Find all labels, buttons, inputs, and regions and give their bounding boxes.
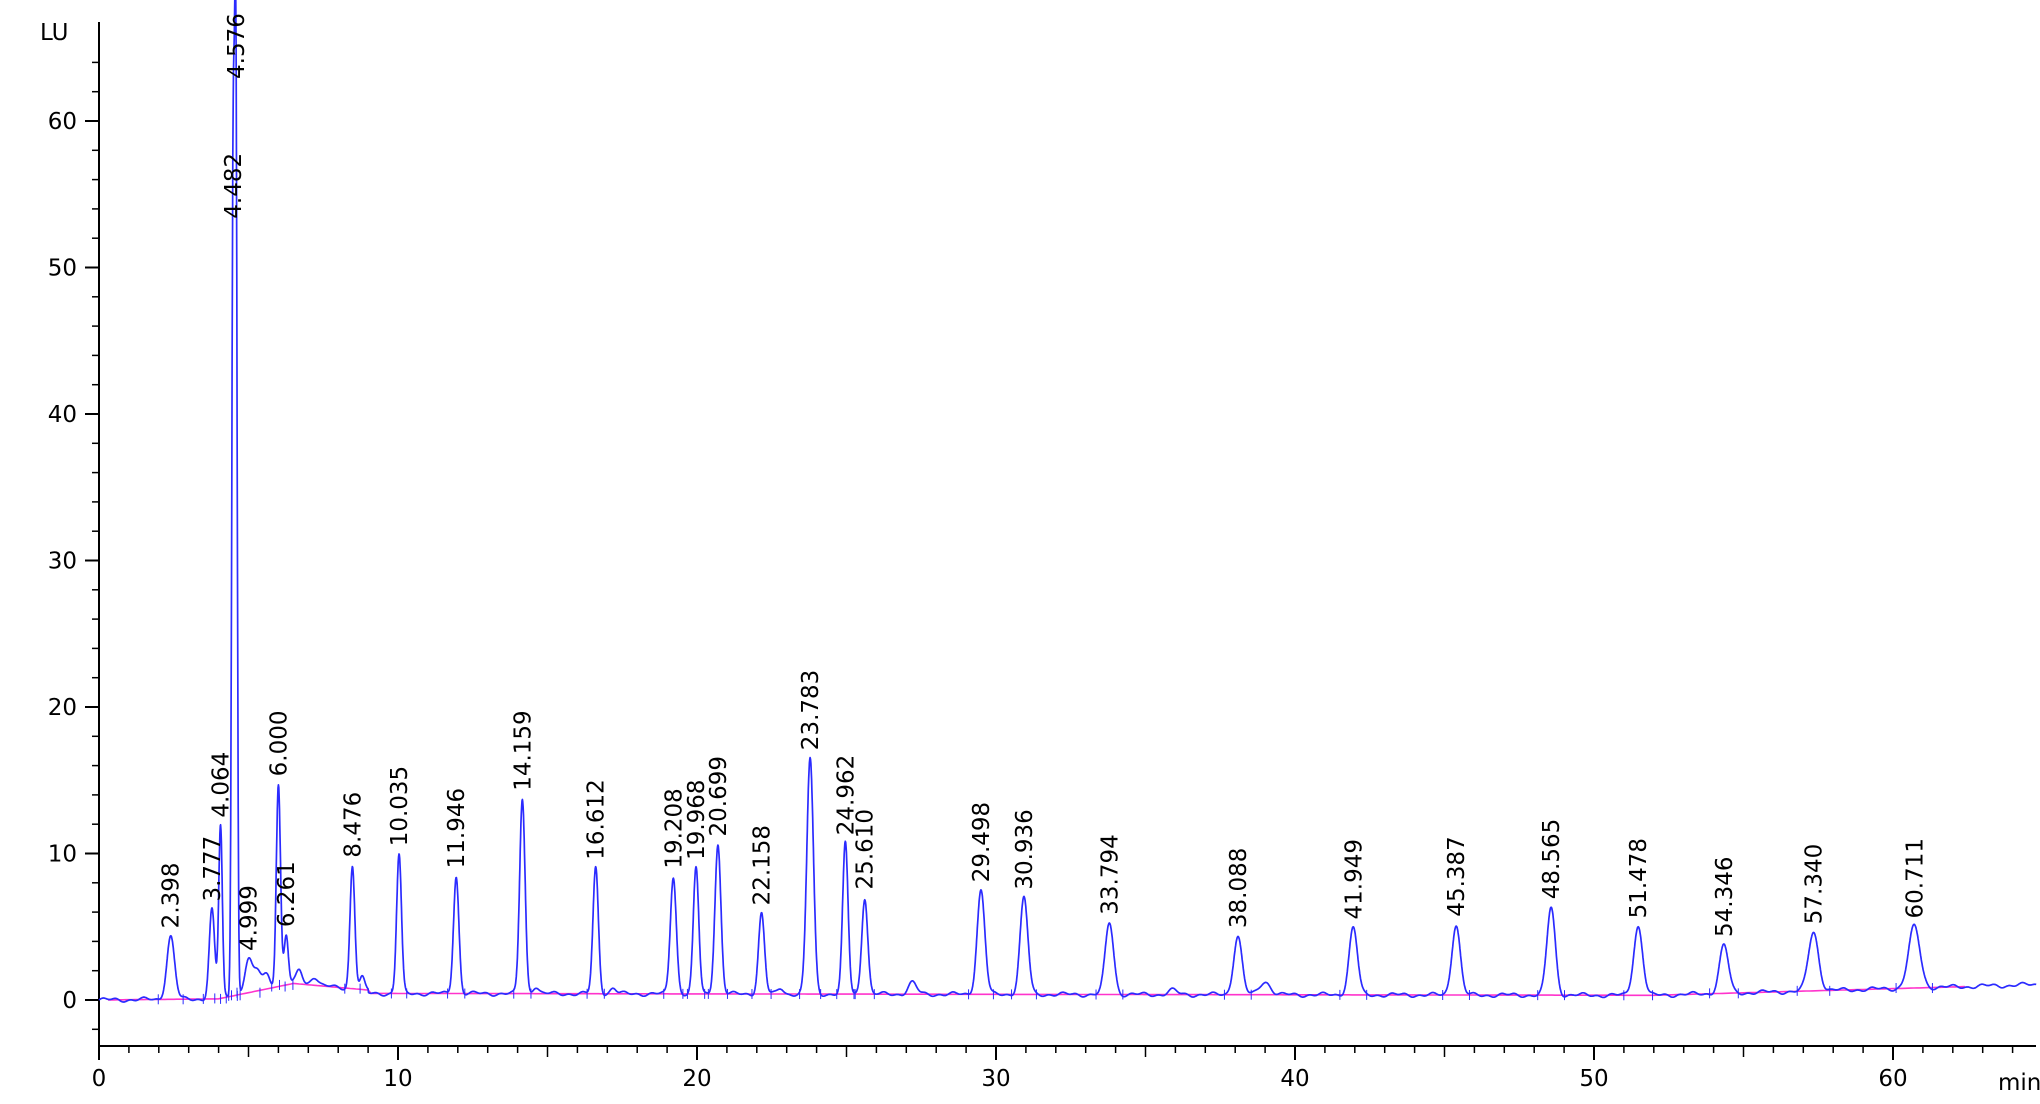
peak-label: 4.576	[224, 13, 250, 79]
peak-label: 22.158	[750, 825, 776, 905]
peak-label: 45.387	[1444, 836, 1470, 916]
x-tick-label: 20	[682, 1066, 711, 1092]
peak-label: 10.035	[387, 766, 413, 846]
peak-label: 24.962	[833, 755, 859, 835]
peak-label: 4.064	[209, 752, 235, 818]
y-tick-label: 20	[48, 695, 77, 721]
baseline-markers	[157, 979, 1933, 1005]
x-tick-label: 60	[1878, 1066, 1907, 1092]
x-tick-label: 40	[1280, 1066, 1309, 1092]
x-tick-label: 50	[1579, 1066, 1608, 1092]
peak-label: 51.478	[1626, 838, 1652, 918]
y-tick-label: 0	[62, 988, 77, 1014]
x-axis-ticks: 0 10 20 30 40 50 60	[92, 1046, 2014, 1092]
peak-label: 54.346	[1712, 857, 1738, 937]
peak-label: 33.794	[1097, 834, 1123, 914]
peak-label: 4.999	[236, 885, 262, 951]
peak-label: 20.699	[706, 756, 732, 836]
y-axis-ticks: 0 10 20 30 40 50 60	[48, 61, 99, 1031]
peak-label: 19.208	[661, 788, 687, 868]
peak-label: 48.565	[1539, 819, 1565, 899]
y-tick-label: 60	[48, 109, 77, 135]
peak-label: 4.482	[221, 153, 247, 219]
peak-label: 16.612	[584, 779, 610, 859]
x-tick-label: 0	[92, 1066, 107, 1092]
peak-label: 30.936	[1012, 809, 1038, 889]
peak-label: 8.476	[340, 792, 366, 858]
peak-labels: 2.398 3.777 4.064 4.482 4.576 4.999 6.000 6.261…	[159, 13, 1929, 951]
peak-label: 6.000	[266, 710, 292, 776]
y-tick-label: 50	[48, 256, 77, 282]
signal-trace	[98, 0, 2037, 1003]
y-axis-unit-label: LU	[40, 20, 69, 46]
peak-label: 41.949	[1341, 839, 1367, 919]
y-tick-label: 40	[48, 402, 77, 428]
peak-label: 6.261	[274, 861, 300, 927]
x-tick-label: 30	[981, 1066, 1010, 1092]
peak-label: 3.777	[200, 836, 226, 902]
peak-label: 60.711	[1902, 838, 1928, 918]
peak-label: 25.610	[853, 809, 879, 889]
peak-label: 2.398	[159, 862, 185, 928]
peak-label: 38.088	[1226, 848, 1252, 928]
y-tick-label: 30	[48, 549, 77, 575]
peak-label: 29.498	[969, 802, 995, 882]
peak-label: 11.946	[444, 788, 470, 868]
x-axis-unit-label: min	[1998, 1070, 2040, 1096]
peak-label: 23.783	[798, 670, 824, 750]
y-tick-label: 10	[48, 842, 77, 868]
peak-label: 57.340	[1801, 844, 1827, 924]
peak-label: 19.968	[684, 779, 710, 859]
peak-label: 14.159	[510, 710, 536, 790]
axes: LU min	[40, 20, 2040, 1096]
x-tick-label: 10	[383, 1066, 412, 1092]
